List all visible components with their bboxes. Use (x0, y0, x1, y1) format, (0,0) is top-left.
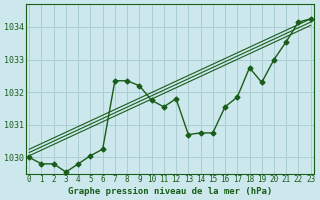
X-axis label: Graphe pression niveau de la mer (hPa): Graphe pression niveau de la mer (hPa) (68, 187, 272, 196)
